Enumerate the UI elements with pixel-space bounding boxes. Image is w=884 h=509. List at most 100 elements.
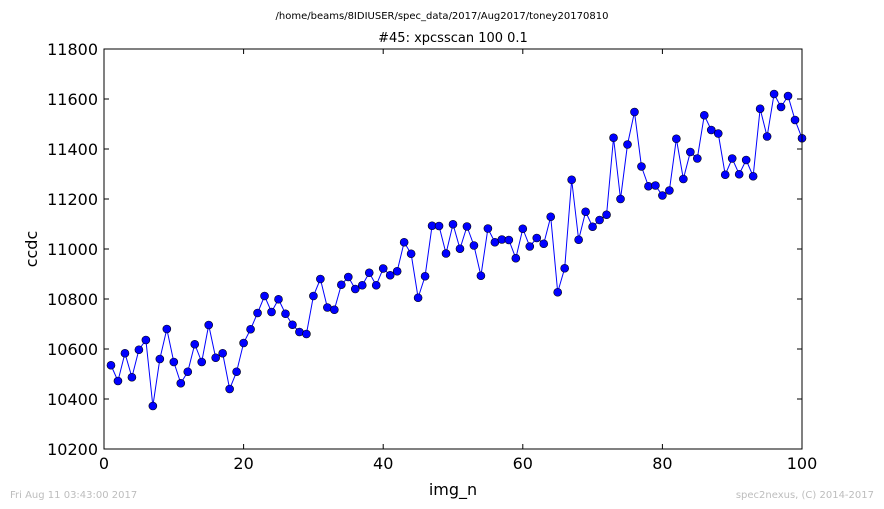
data-point bbox=[218, 348, 227, 358]
data-point bbox=[483, 224, 493, 233]
data-point bbox=[741, 155, 751, 165]
data-point bbox=[113, 376, 123, 386]
supertitle: /home/beams/8IDIUSER/spec_data/2017/Aug2… bbox=[276, 11, 609, 22]
data-point bbox=[448, 219, 458, 229]
x-tick-label: 0 bbox=[99, 454, 109, 473]
data-point bbox=[525, 242, 535, 251]
data-point bbox=[253, 308, 262, 318]
data-point bbox=[790, 115, 800, 125]
x-tick-label: 40 bbox=[373, 454, 393, 473]
data-point bbox=[623, 140, 632, 149]
data-point bbox=[630, 107, 639, 117]
data-point bbox=[762, 132, 772, 141]
data-point bbox=[734, 169, 744, 179]
data-point bbox=[574, 235, 583, 245]
data-point bbox=[364, 268, 374, 278]
y-tick-label: 10600 bbox=[47, 340, 98, 359]
data-point bbox=[106, 360, 116, 370]
data-point bbox=[420, 271, 430, 281]
data-point bbox=[769, 89, 779, 99]
data-point bbox=[609, 133, 618, 143]
data-point bbox=[309, 291, 318, 301]
data-point bbox=[560, 263, 569, 273]
y-tick-label: 11800 bbox=[47, 40, 98, 59]
data-point bbox=[699, 110, 709, 120]
data-point bbox=[337, 280, 346, 290]
y-tick-label: 10400 bbox=[47, 390, 98, 409]
data-point bbox=[127, 372, 137, 382]
data-point bbox=[378, 264, 388, 273]
plot-frame bbox=[103, 48, 803, 450]
x-tick-label: 100 bbox=[787, 454, 818, 473]
series-layer bbox=[106, 89, 807, 411]
data-point bbox=[441, 249, 451, 258]
x-tick-label: 60 bbox=[513, 454, 533, 473]
data-point bbox=[581, 207, 590, 217]
data-point bbox=[546, 212, 556, 222]
data-point bbox=[462, 222, 472, 231]
data-point bbox=[476, 271, 486, 281]
data-point bbox=[392, 266, 402, 276]
data-point bbox=[588, 222, 597, 232]
data-point bbox=[518, 224, 528, 234]
data-point bbox=[169, 357, 179, 367]
data-point bbox=[602, 210, 611, 220]
data-point bbox=[385, 270, 395, 280]
data-point bbox=[232, 367, 241, 377]
data-point bbox=[183, 367, 193, 377]
data-point bbox=[406, 249, 416, 259]
data-point bbox=[616, 194, 625, 204]
x-tick-label: 20 bbox=[233, 454, 253, 473]
footer-credit: spec2nexus, (C) 2014-2017 bbox=[735, 490, 874, 501]
data-point bbox=[637, 162, 646, 171]
data-point bbox=[274, 294, 283, 304]
data-point bbox=[748, 171, 758, 181]
data-point bbox=[148, 401, 158, 411]
data-point bbox=[302, 329, 311, 339]
data-point bbox=[532, 233, 542, 243]
data-point bbox=[190, 339, 200, 349]
data-point bbox=[686, 147, 695, 157]
data-point bbox=[281, 309, 290, 319]
data-point bbox=[120, 348, 130, 358]
y-tick-label: 11200 bbox=[47, 190, 98, 209]
data-point bbox=[511, 253, 521, 263]
data-point bbox=[504, 235, 514, 245]
ticks-layer: 0 20 40 60 80 100 10200 10400 10600 10800 11000 112… bbox=[47, 40, 817, 473]
data-point bbox=[727, 154, 737, 163]
data-point bbox=[469, 241, 479, 250]
data-point bbox=[672, 134, 681, 144]
data-point bbox=[595, 215, 604, 225]
data-point bbox=[692, 154, 702, 163]
data-point bbox=[239, 338, 248, 348]
data-point bbox=[350, 284, 360, 294]
data-point bbox=[343, 272, 353, 282]
data-point bbox=[434, 221, 444, 231]
data-point bbox=[197, 357, 207, 367]
data-point bbox=[357, 280, 367, 290]
data-point bbox=[413, 293, 423, 303]
data-point bbox=[260, 291, 269, 301]
footer-timestamp: Fri Aug 11 03:43:00 2017 bbox=[10, 490, 138, 501]
data-point bbox=[371, 280, 381, 290]
data-point bbox=[665, 186, 674, 195]
y-tick-label: 11400 bbox=[47, 140, 98, 159]
data-point bbox=[330, 305, 339, 315]
data-point bbox=[155, 354, 165, 364]
data-point bbox=[755, 104, 765, 114]
data-point bbox=[204, 320, 213, 330]
y-axis-label: ccdc bbox=[22, 231, 41, 268]
x-axis-label: img_n bbox=[429, 480, 477, 500]
data-point bbox=[706, 125, 716, 135]
data-point bbox=[455, 244, 465, 254]
data-point bbox=[267, 307, 276, 317]
data-point bbox=[720, 170, 730, 180]
data-point bbox=[246, 324, 255, 334]
series-line bbox=[110, 92, 803, 407]
y-tick-label: 11000 bbox=[47, 240, 98, 259]
data-point bbox=[567, 175, 576, 185]
y-tick-label: 10200 bbox=[47, 440, 98, 459]
data-point bbox=[651, 181, 660, 190]
data-point bbox=[783, 91, 793, 101]
